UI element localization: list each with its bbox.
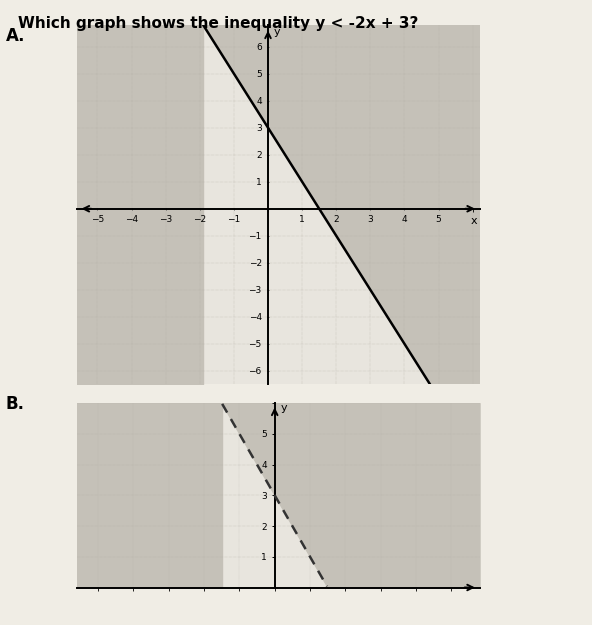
Text: y: y <box>274 27 280 37</box>
Text: A.: A. <box>6 27 25 44</box>
Text: x: x <box>471 216 478 226</box>
Text: y: y <box>280 402 287 412</box>
Text: Which graph shows the inequality y < -2x + 3?: Which graph shows the inequality y < -2x… <box>18 16 418 31</box>
Text: B.: B. <box>6 396 25 413</box>
